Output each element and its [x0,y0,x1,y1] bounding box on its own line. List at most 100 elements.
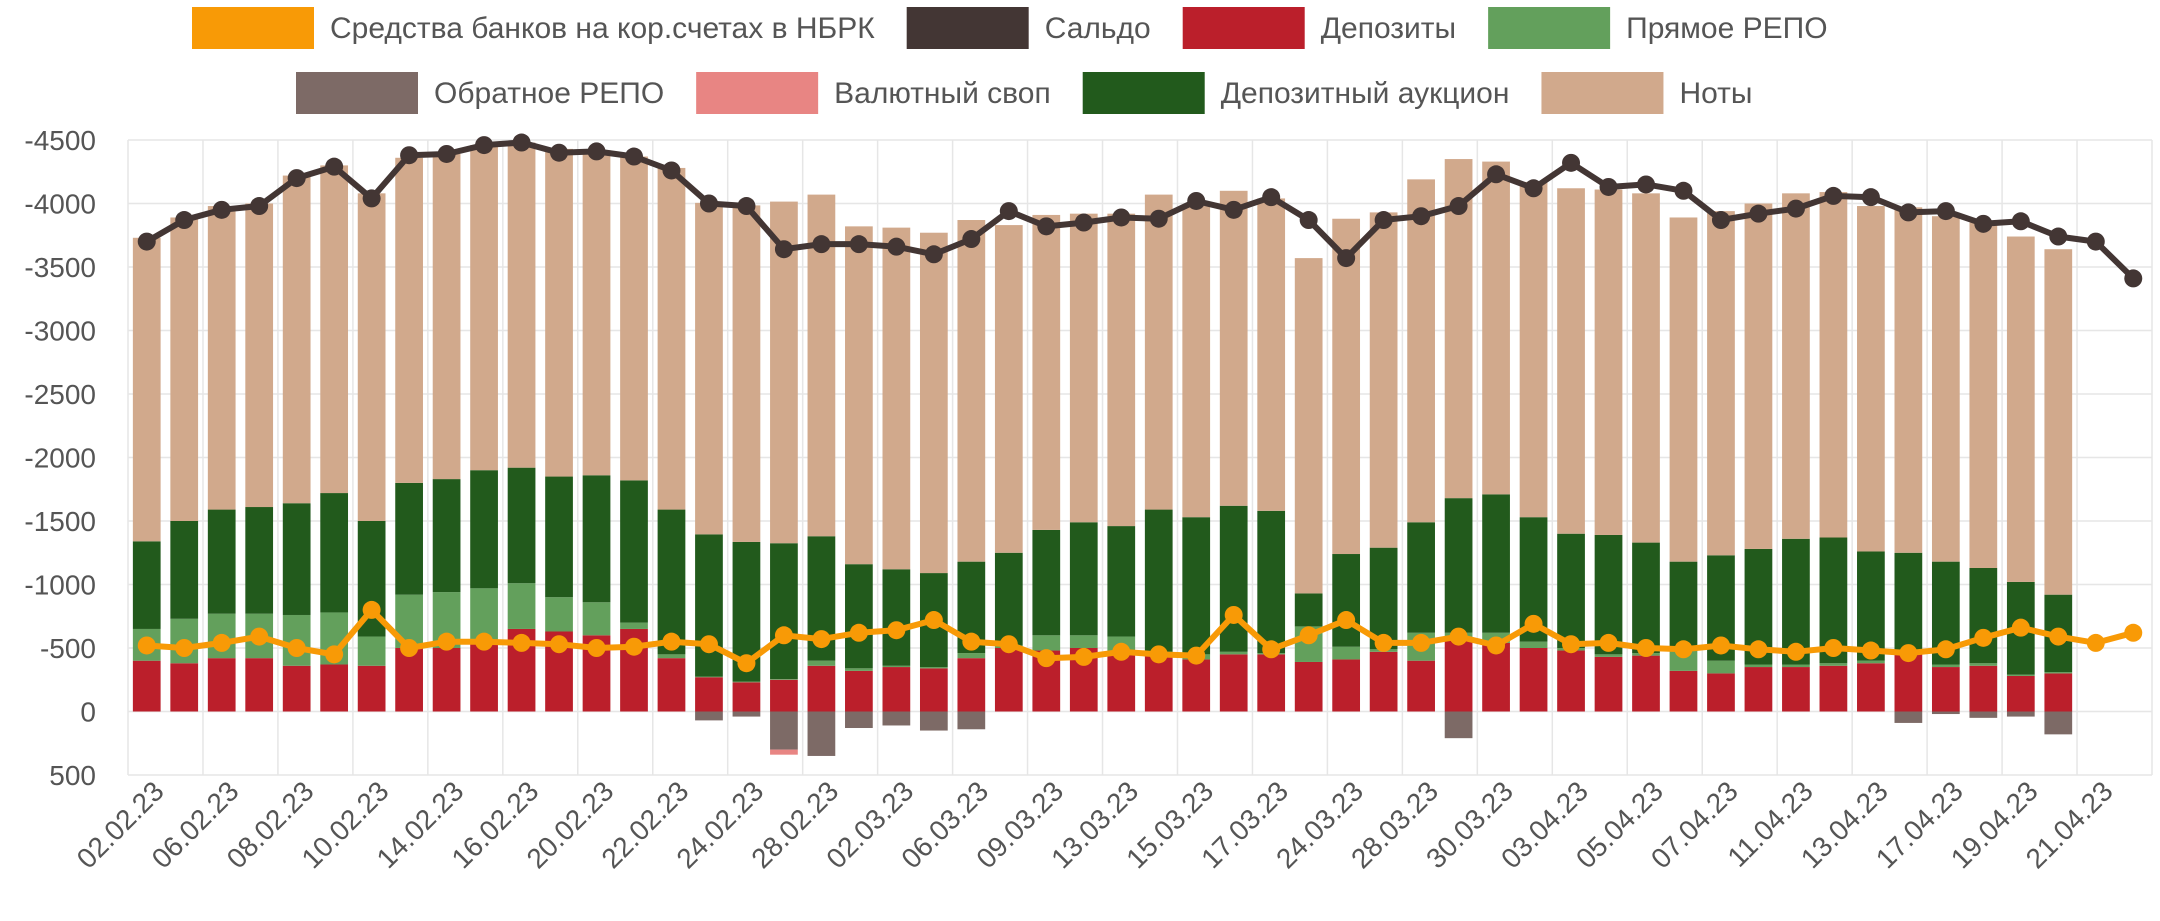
legend-item: Валютный своп [696,72,1051,114]
legend: Средства банков на кор.счетах в НБРК Саль… [192,7,1828,114]
bar-segment [2044,249,2073,595]
bar-segment [1369,651,1398,712]
series-point [1674,640,1693,659]
bar-segment [1632,193,1660,543]
bar-segment [1707,660,1735,674]
bar-segment [657,509,686,655]
bar-segment [132,237,161,542]
bar-segment [1444,159,1473,499]
series-point [1412,633,1431,652]
bar-segment [845,564,873,669]
series-point [175,639,194,657]
bar-segment [1144,654,1173,712]
bar-segment [732,681,761,683]
series-point [1374,633,1393,652]
bar-segment [657,167,686,510]
series-point [1786,199,1805,218]
bar-segment [1182,206,1211,518]
series-point [625,637,643,656]
bar-segment [470,470,498,589]
series-point [400,639,419,657]
bar-segment [620,156,648,481]
bar-segment [1332,646,1361,660]
bar-segment [1931,667,1960,712]
series-point [2011,618,2030,637]
bar-segment [170,663,199,712]
bar-segment [1182,659,1211,712]
bar-segment [207,206,236,510]
bar-segment [845,670,873,712]
bar-segment [770,679,798,680]
series-point [737,654,756,673]
bar-segment [732,711,761,717]
bar-segment [807,665,836,712]
series-point [437,144,456,163]
series-point [512,133,531,152]
bar-segment [245,507,274,614]
series-point [1337,611,1356,630]
series-point [2086,633,2105,652]
bar-segment [1931,711,1960,715]
bar-segment [1744,203,1773,549]
legend-swatch [1541,72,1664,114]
bar-segment [1894,552,1923,651]
bar-segment [432,153,461,480]
bar-segment [1407,522,1435,633]
y-tick-label: 0 [80,697,96,728]
bar-segment [282,503,311,615]
bar-segment [170,521,199,619]
legend-label: Ноты [1679,77,1752,110]
series-point [1861,188,1880,207]
bar-segment [770,543,798,680]
bar-segment [282,175,311,504]
bar-segment [320,165,349,494]
bar-segment [545,597,573,632]
series-point [1037,217,1056,236]
bar-segment [994,648,1023,712]
series-point [1149,645,1168,664]
y-tick-label: -3500 [24,252,96,283]
bar-segment [582,602,611,636]
lines [137,133,2143,673]
bar-segment [1557,650,1585,712]
bar-segment [2044,711,2073,735]
bar-segment [957,711,986,730]
series-point [699,635,718,654]
bar-segment [1782,664,1810,668]
bar-segment [1819,665,1848,712]
bar-segment [1257,198,1286,511]
series-point [662,632,681,651]
series-point [212,633,231,652]
bar-segment [1219,190,1248,506]
bar-segment [1144,509,1173,652]
series-point [2086,232,2105,251]
bar-segment [1182,517,1211,655]
bar-segment [470,145,498,471]
bar-segment [1931,664,1960,668]
legend-swatch [1488,7,1611,49]
bar-segment [282,665,311,712]
bar-segment [1557,188,1585,534]
series-point [1562,635,1581,654]
bar-segment [1707,211,1735,556]
bar-segment [1969,222,1998,568]
bar-segment [2044,673,2073,712]
y-tick-label: 500 [49,760,96,791]
bar-segment [1032,529,1061,636]
series-point [887,621,906,640]
legend-swatch [1182,7,1305,49]
series-point [400,146,419,165]
bar-segment [1219,654,1248,712]
bar-segment [1107,651,1136,712]
series-point [1936,202,1955,221]
bar-segment [1782,667,1810,712]
bar-segment [1107,526,1136,637]
series-point [175,211,194,230]
bar-segment [1519,181,1548,518]
bar-segment [170,217,199,521]
bar-segment [657,658,686,712]
series-point [1487,165,1506,184]
series-point [1337,249,1356,268]
